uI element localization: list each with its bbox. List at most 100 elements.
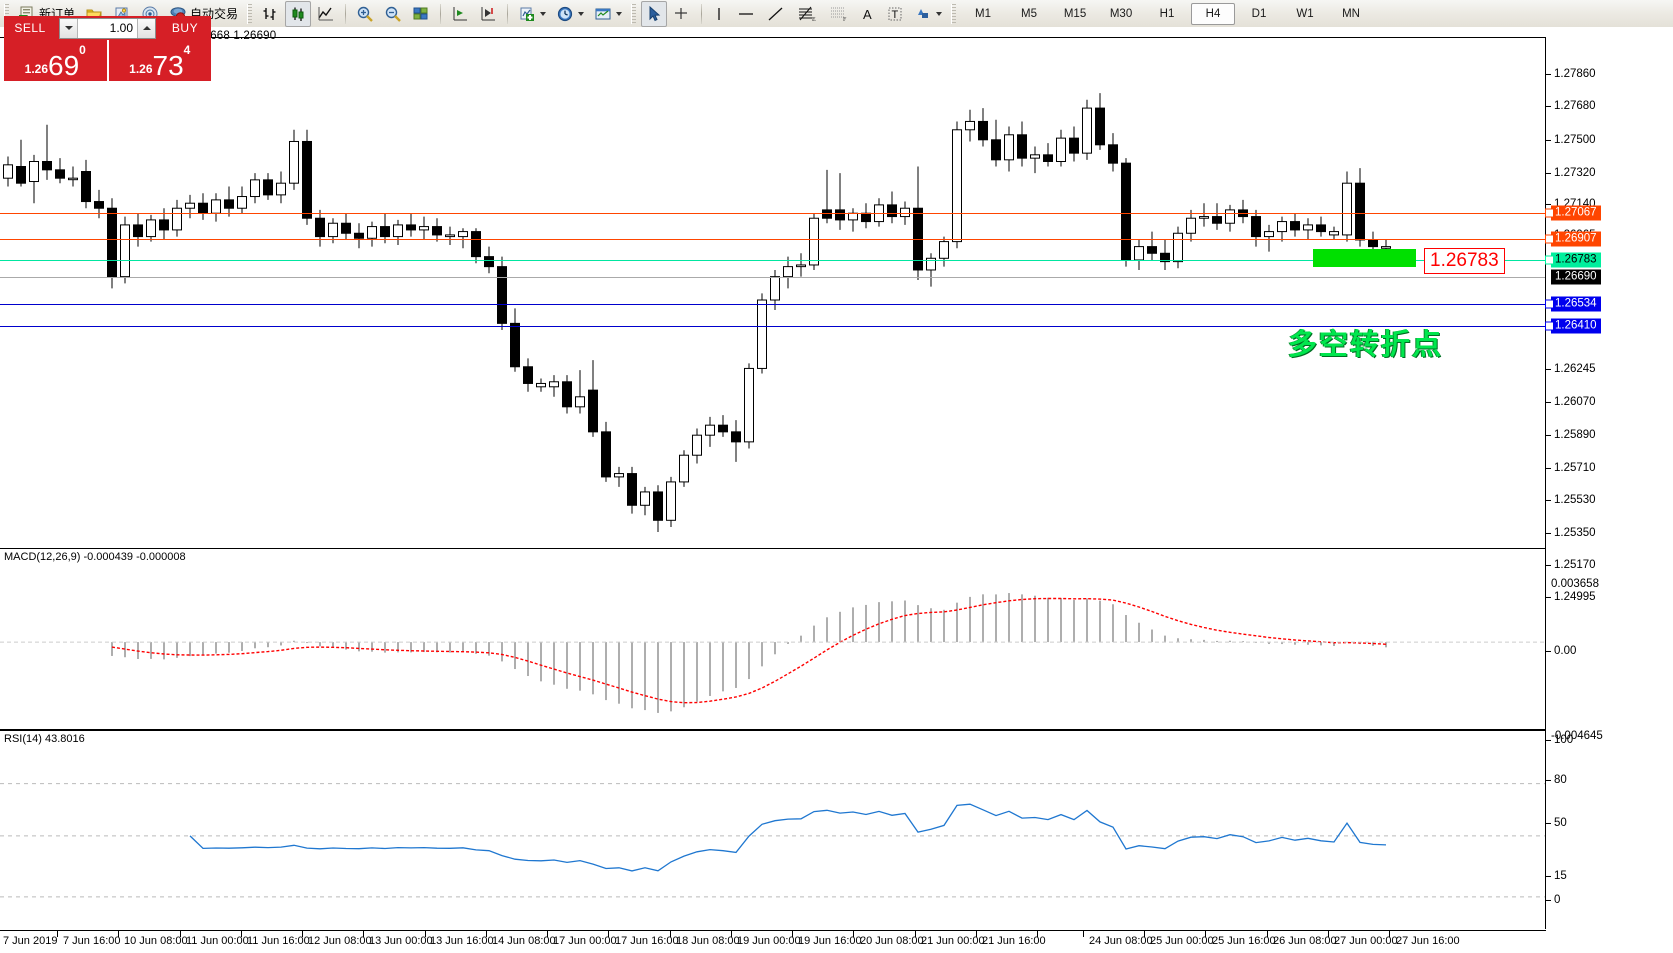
timeframe-w1[interactable]: W1 [1296,7,1314,20]
period-dropdown-caret[interactable] [578,11,585,16]
indicators-dropdown-caret[interactable] [540,11,547,16]
candle [1147,231,1157,260]
tile-windows-button[interactable] [408,1,434,27]
price-level-label[interactable]: 1.26410 [1551,318,1601,334]
channel-button[interactable]: F [824,1,854,27]
timeframe-h4[interactable]: H4 [1191,2,1236,25]
candle [29,154,39,204]
vertical-line-button[interactable] [708,1,730,27]
indicators-button[interactable] [514,1,550,27]
candle [926,253,936,287]
macd-pane[interactable]: MACD(12,26,9) -0.000439 -0.000008 [0,548,1548,730]
toolbar-grip-2[interactable] [247,3,253,24]
price-level-label[interactable]: 1.26534 [1551,296,1601,312]
toolbar-grip-4[interactable] [951,3,957,24]
price-pane[interactable] [0,37,1548,548]
candle [1082,99,1092,160]
line-chart-button[interactable] [313,1,339,27]
rsi-plot [0,783,1545,898]
rsi-pane[interactable]: RSI(14) 43.8016 [0,730,1548,931]
candle [146,214,156,242]
price-level-label[interactable]: 1.26907 [1551,231,1601,247]
cursor-button[interactable] [641,0,668,27]
chart-annotation[interactable]: 多空转折点 [1288,327,1444,361]
vertical-line-icon [718,7,720,20]
timeframe-m15[interactable]: M15 [1063,7,1087,20]
buy-price-block[interactable]: 1.26 73 4 [108,40,211,81]
bar-chart-button[interactable] [257,1,283,27]
fibonacci-button[interactable]: E [792,1,822,27]
volume-stepper[interactable]: 1.00 [59,17,156,39]
volume-value[interactable]: 1.00 [109,21,133,35]
zoom-in-button[interactable] [352,1,378,27]
period-button[interactable] [552,1,588,27]
candle [861,203,871,229]
candle [835,173,845,230]
candle [1264,224,1274,252]
candle [3,156,13,187]
time-tick [118,931,119,937]
one-click-trading-panel[interactable]: SELL 1.00 BUY 1.26 69 0 1.26 73 4 [4,16,211,81]
auto-scroll-button[interactable] [475,1,501,27]
candle [783,256,793,289]
shapes-dropdown-caret[interactable] [936,11,943,16]
candle [328,218,338,244]
toolbar-separator-4 [701,3,703,24]
time-label: 25 Jun 16:00 [1212,935,1276,947]
volume-up-button[interactable] [137,18,155,38]
text-label-button[interactable]: T [882,1,908,27]
shapes-button[interactable] [910,1,946,27]
timeframe-mn[interactable]: MN [1342,7,1360,20]
text-button[interactable]: A [856,1,880,27]
price-callout[interactable]: 1.26783 [1424,248,1505,274]
sell-price-block[interactable]: 1.26 69 0 [4,40,107,81]
price-level-handle[interactable] [1545,321,1554,331]
macd-tick: 0.00 [1546,645,1576,657]
candle [302,129,312,225]
candlestick-icon [292,7,304,21]
sell-button[interactable]: SELL [4,16,56,40]
candle [666,476,676,527]
candle [913,166,923,280]
volume-control: 1.00 [56,16,159,40]
price-level-label[interactable]: 1.26690 [1551,269,1601,285]
toolbar-grip[interactable] [4,3,9,24]
buy-button[interactable]: BUY [159,16,211,40]
candle [484,246,494,274]
price-level-label[interactable]: 1.27067 [1551,205,1601,221]
price-level-handle[interactable] [1545,208,1554,218]
auto-scroll-icon [481,6,496,20]
volume-dropdown-button[interactable] [60,18,78,38]
candle [679,450,689,487]
price-axis[interactable]: 1.278601.276801.275001.273201.271401.269… [1545,27,1673,952]
candle [653,485,663,532]
time-tick [976,931,977,937]
rsi-tick: 50 [1546,817,1567,829]
candle [224,186,234,217]
rsi-line [189,803,1387,872]
candle [1017,121,1027,167]
price-level-handle[interactable] [1545,234,1554,244]
time-axis[interactable]: 7 Jun 2019 7 Jun 16:00 10 Jun 08:00 11 Jun … [0,930,1545,953]
candlestick-chart-button[interactable] [285,0,312,27]
templates-button[interactable] [590,1,626,27]
price-level-handle[interactable] [1545,255,1554,265]
zoom-out-button[interactable] [380,1,406,27]
candle [237,186,247,214]
timeframe-m30[interactable]: M30 [1109,7,1133,20]
highlight-zone[interactable] [1313,249,1416,267]
time-label: 19 Jun 16:00 [798,935,862,947]
timeframe-h1[interactable]: H1 [1159,7,1175,20]
horizontal-line-button[interactable] [732,1,760,27]
shift-end-button[interactable] [447,1,473,27]
timeframe-d1[interactable]: D1 [1251,7,1267,20]
timeframe-m5[interactable]: M5 [1021,7,1038,20]
crosshair-button[interactable] [669,1,695,27]
candle [458,228,468,249]
templates-dropdown-caret[interactable] [616,11,623,16]
price-level-handle[interactable] [1545,299,1554,309]
toolbar-grip-3[interactable] [631,3,637,24]
trendline-button[interactable] [762,1,790,27]
timeframe-m1[interactable]: M1 [975,7,992,20]
price-level-label[interactable]: 1.26783 [1551,252,1601,268]
